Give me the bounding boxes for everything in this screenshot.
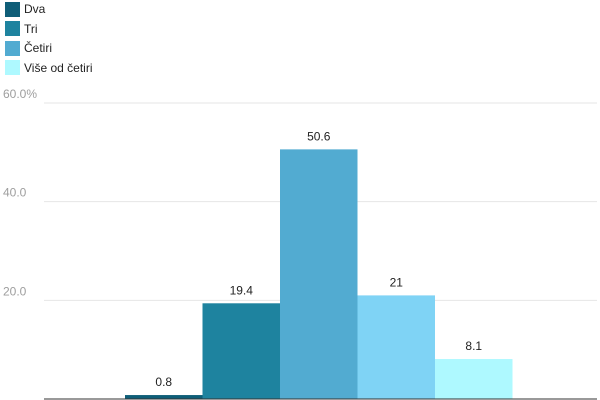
- legend-swatch: [5, 1, 20, 17]
- bar-value-label: 8.1: [465, 339, 482, 353]
- legend-label: Tri: [24, 21, 38, 36]
- y-tick-label: 60.0%: [3, 87, 37, 101]
- y-tick-label: 40.0: [3, 186, 27, 200]
- legend-swatch: [5, 40, 20, 56]
- legend-swatch: [5, 21, 20, 36]
- legend-swatch: [5, 60, 20, 75]
- legend-item: Četiri: [0, 40, 52, 56]
- legend-item: Više od četiri: [0, 60, 92, 76]
- legend-label: Više od četiri: [24, 60, 93, 75]
- bar: [280, 149, 358, 399]
- bar-value-label: 19.4: [230, 283, 254, 297]
- bar: [125, 395, 203, 399]
- legend-item: Dva: [0, 1, 45, 17]
- y-tick-label: 20.0: [3, 284, 27, 298]
- bar: [435, 359, 513, 399]
- bar-value-label: 21: [390, 275, 404, 289]
- legend-item: Tri: [0, 21, 38, 37]
- legend-label: Dva: [24, 2, 46, 16]
- bar-value-label: 50.6: [307, 129, 331, 143]
- bar: [202, 303, 280, 399]
- bar-value-label: 0.8: [155, 375, 172, 389]
- legend-label: Četiri: [24, 41, 53, 55]
- bar: [357, 295, 435, 399]
